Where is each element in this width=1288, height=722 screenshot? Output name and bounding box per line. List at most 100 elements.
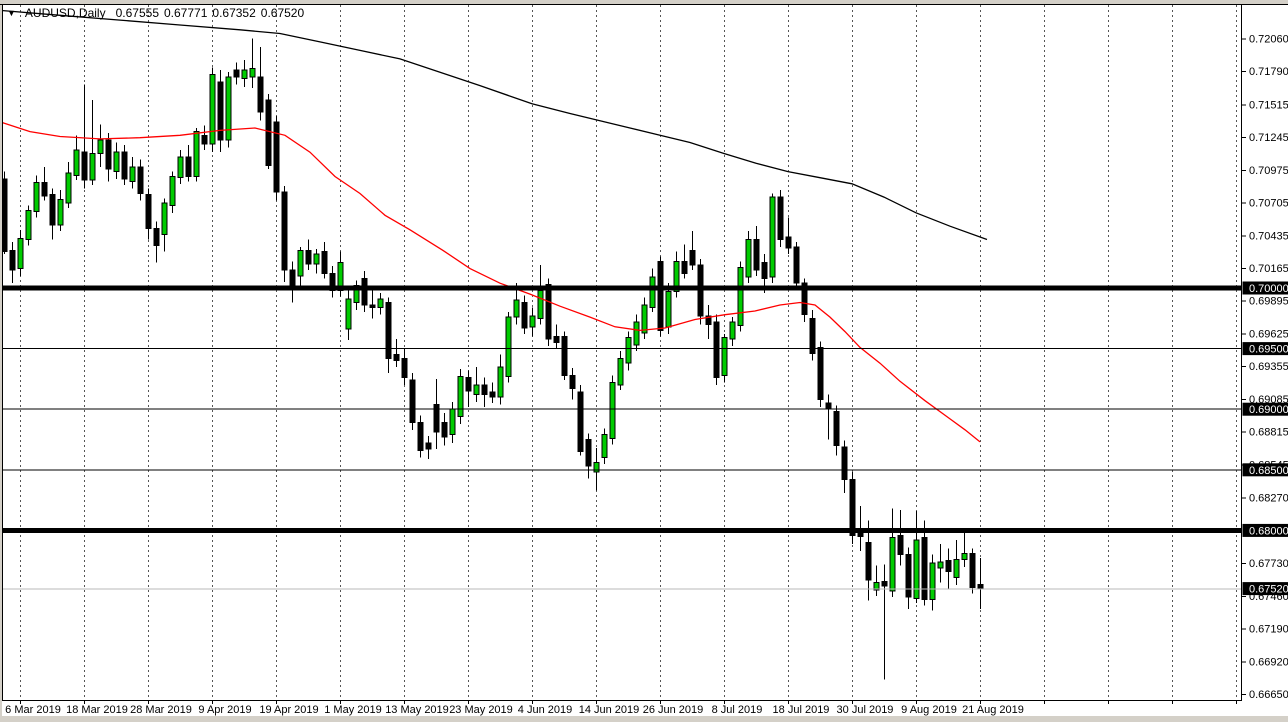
candle-body	[273, 121, 280, 193]
chart-title: ▼ AUDUSD,Daily 0.67555 0.67771 0.67352 0.6752…	[7, 6, 309, 20]
candle	[497, 354, 504, 405]
price-tick-label: 0.69355	[1249, 361, 1288, 373]
candle-body	[281, 191, 288, 271]
bid-price-label: 0.67520	[1249, 584, 1288, 596]
candle-body	[945, 560, 952, 573]
candle-body	[409, 379, 416, 424]
candle	[913, 511, 920, 604]
candle	[481, 377, 488, 407]
candle-body	[313, 253, 320, 265]
candle-body	[625, 337, 632, 364]
candle	[457, 369, 464, 424]
candle-body	[817, 346, 824, 401]
candle-body	[745, 239, 752, 278]
chart-bg	[2, 4, 1288, 700]
candle-body	[81, 151, 88, 181]
candle-body	[953, 559, 960, 579]
date-label: 18 Mar 2019	[66, 704, 128, 716]
candle	[969, 548, 976, 594]
candle-body	[633, 321, 640, 346]
level-price-label: 0.69000	[1249, 404, 1288, 416]
candle-body	[505, 316, 512, 377]
quote-high: 0.67771	[164, 6, 208, 20]
time-axis[interactable]: 6 Mar 2019 18 Mar 2019 28 Mar 2019 9 Apr 20…	[5, 700, 1237, 716]
candle	[833, 405, 840, 456]
candle-body	[873, 582, 880, 591]
candle-body	[841, 446, 848, 481]
candle	[305, 239, 312, 270]
candle-body	[705, 315, 712, 325]
candle-body	[601, 434, 608, 459]
date-label: 28 Mar 2019	[130, 704, 192, 716]
candle-body	[105, 139, 112, 170]
candle-body	[377, 298, 384, 308]
candle-body	[17, 237, 24, 270]
candle	[9, 241, 16, 284]
candle-body	[801, 282, 808, 316]
candle-body	[545, 283, 552, 340]
candle-body	[617, 357, 624, 386]
candle-body	[73, 149, 80, 176]
candle	[137, 159, 144, 201]
quote-open: 0.67555	[115, 6, 159, 20]
level-price-label: 0.68500	[1249, 465, 1288, 477]
candle-body	[137, 166, 144, 194]
candle	[697, 258, 704, 325]
candle-body	[33, 182, 40, 213]
candle	[521, 295, 528, 335]
candle	[321, 241, 328, 279]
price-axis[interactable]: 0.72060 0.71790 0.71515 0.71245 0.70975 0.707…	[1241, 4, 1288, 701]
date-label: 8 Jul 2019	[712, 704, 763, 716]
candle-body	[217, 81, 224, 141]
candle-body	[537, 289, 544, 319]
price-tick-label: 0.68270	[1249, 493, 1288, 505]
candle-body	[89, 152, 96, 181]
price-tick-label: 0.69895	[1249, 296, 1288, 308]
candle	[17, 229, 24, 276]
candle-body	[289, 269, 296, 289]
candle	[929, 554, 936, 611]
candle	[369, 289, 376, 319]
level-price-label-box	[1242, 342, 1288, 356]
level-price-label: 0.69500	[1249, 344, 1288, 356]
candle	[169, 171, 176, 213]
candle-body	[489, 391, 496, 398]
candle	[777, 189, 784, 247]
price-tick-label: 0.71245	[1249, 132, 1288, 144]
candle-body	[649, 276, 656, 308]
date-label: 9 Aug 2019	[901, 704, 957, 716]
candle	[945, 548, 952, 589]
candle-body	[9, 249, 16, 271]
date-label: 30 Jul 2019	[837, 704, 894, 716]
candle-body	[177, 156, 184, 179]
candle-body	[433, 403, 440, 433]
candle-body	[593, 462, 600, 473]
candle-body	[97, 139, 104, 154]
candle-body	[585, 439, 592, 467]
candle-body	[305, 249, 312, 265]
price-tick-label: 0.68815	[1249, 427, 1288, 439]
candle	[529, 307, 536, 337]
candle-body	[609, 382, 616, 439]
levels-layer	[2, 285, 1241, 533]
candle	[377, 292, 384, 315]
candle-body	[345, 298, 352, 330]
candle	[809, 309, 816, 361]
candle	[441, 412, 448, 446]
symbol-dropdown-icon[interactable]: ▼	[7, 8, 16, 18]
candle	[401, 348, 408, 385]
candle-body	[249, 68, 256, 78]
candle-body	[113, 151, 120, 173]
candle	[145, 188, 152, 240]
candle	[489, 382, 496, 404]
candle-body	[641, 304, 648, 334]
candle-body	[521, 302, 528, 329]
date-label: 19 Apr 2019	[259, 704, 318, 716]
candle-body	[321, 251, 328, 274]
candle	[905, 547, 912, 610]
candle	[577, 384, 584, 456]
candle	[657, 256, 664, 337]
candle-body	[849, 479, 856, 536]
